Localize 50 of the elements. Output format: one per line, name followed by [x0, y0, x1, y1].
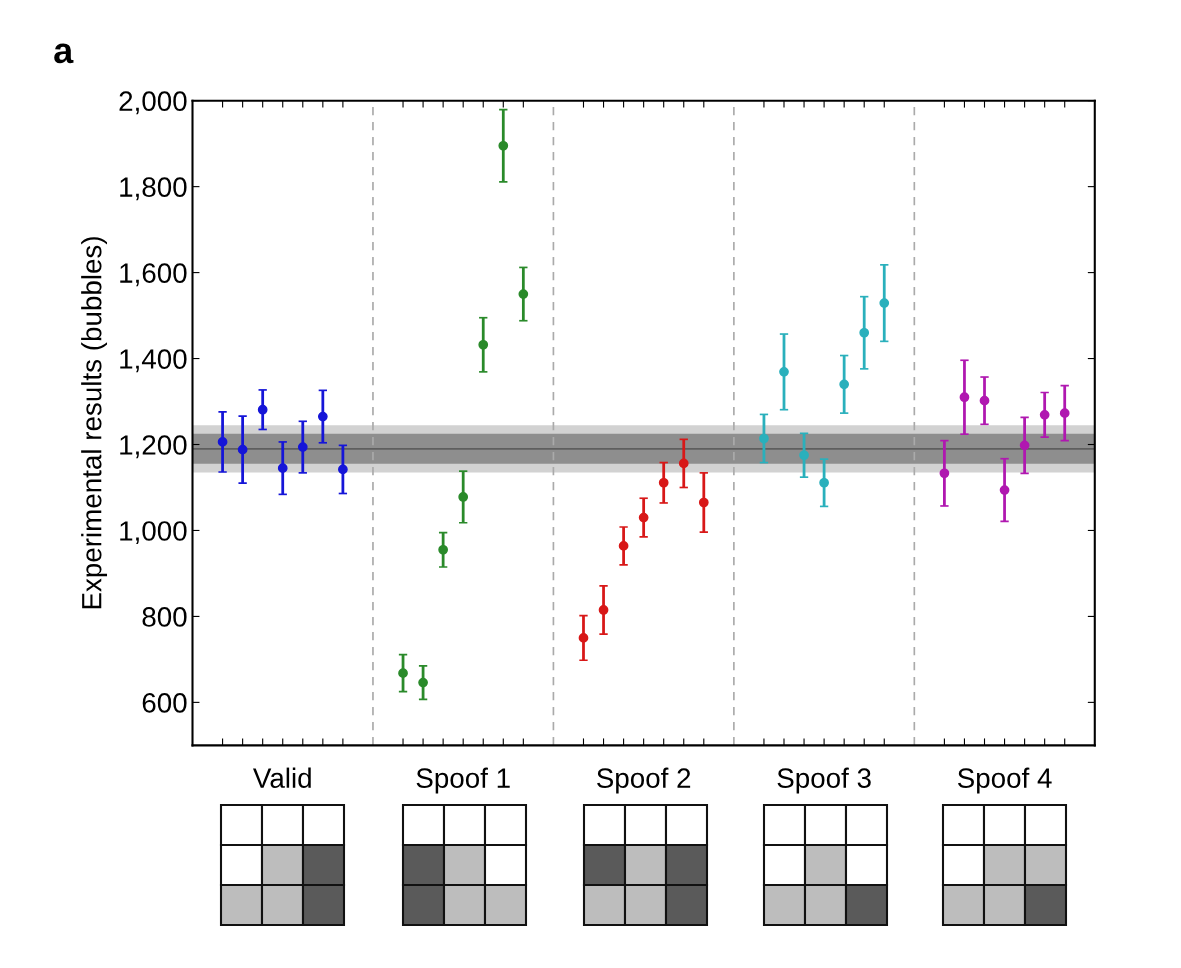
y-tick-label: 2,000: [119, 91, 187, 115]
y-tick-label: 1,800: [120, 177, 187, 201]
point: [759, 433, 769, 444]
point: [418, 677, 428, 688]
point: [999, 485, 1010, 495]
point: [217, 437, 228, 447]
point: [277, 463, 288, 474]
point: [618, 541, 629, 551]
point: [498, 140, 509, 151]
point: [779, 367, 789, 377]
point: [879, 298, 890, 308]
y-tick-label: 1,600: [120, 263, 187, 287]
x-tick-label: Spoof 1: [416, 767, 510, 794]
point: [518, 289, 529, 299]
point: [799, 450, 809, 461]
point: [859, 327, 870, 338]
point: [438, 544, 448, 555]
y-tick-label: 1,000: [120, 521, 187, 545]
y-tick-label: 1,200: [120, 435, 187, 459]
point: [578, 633, 589, 643]
point: [1059, 408, 1070, 418]
point: [478, 339, 489, 350]
point: [939, 468, 950, 479]
point: [598, 605, 609, 615]
point: [819, 477, 829, 488]
point: [237, 444, 248, 455]
point: [839, 379, 850, 390]
point: [317, 411, 328, 422]
y-tick-label: 600: [142, 693, 187, 713]
point: [979, 395, 990, 406]
x-tick-label: Valid: [252, 767, 311, 788]
y-axis-title: Experimental results (bubbles): [81, 237, 108, 609]
point: [678, 458, 689, 469]
point: [698, 497, 709, 508]
x-tick-label: Spoof 2: [597, 767, 691, 794]
chart-title: a: [54, 43, 74, 64]
point: [458, 492, 469, 502]
point: [638, 512, 649, 523]
x-tick-label: Spoof 4: [957, 767, 1052, 794]
point: [398, 668, 408, 679]
y-tick-label: 800: [142, 607, 187, 627]
point: [658, 477, 669, 488]
point: [338, 464, 348, 475]
y-tick-label: 1,400: [120, 349, 187, 373]
x-tick-label: Spoof 3: [777, 767, 871, 794]
point: [297, 442, 308, 452]
point: [257, 404, 268, 415]
point: [1019, 440, 1030, 451]
point: [1039, 409, 1050, 420]
point: [959, 392, 970, 403]
